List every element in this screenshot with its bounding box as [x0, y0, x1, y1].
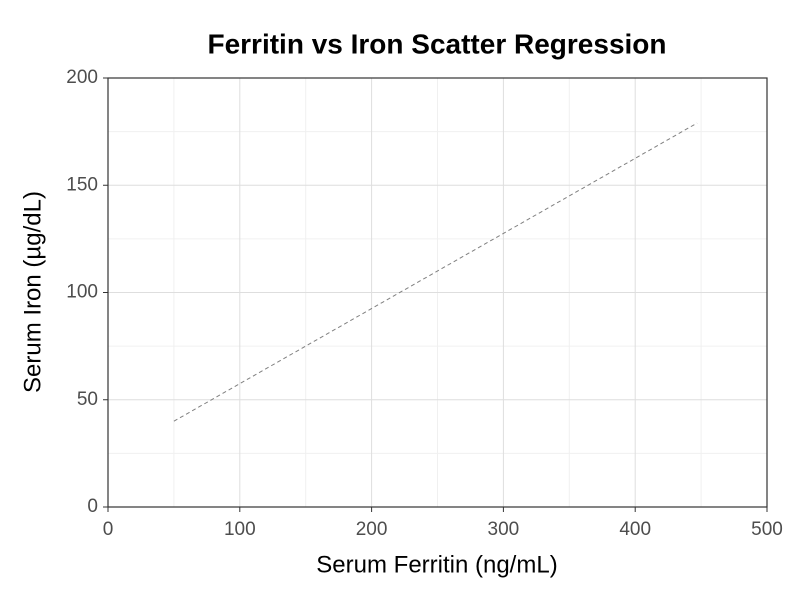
y-tick-label: 150 — [66, 174, 98, 195]
y-axis-label: Serum Iron (µg/dL) — [19, 191, 46, 393]
x-tick-label: 500 — [751, 519, 783, 540]
chart-title: Ferritin vs Iron Scatter Regression — [207, 28, 666, 59]
panel-border — [107, 77, 768, 508]
x-axis-label: Serum Ferritin (ng/mL) — [316, 551, 557, 578]
x-tick-label: 100 — [224, 519, 256, 540]
x-tick-label: 300 — [488, 519, 520, 540]
x-tick-label: 0 — [103, 519, 114, 540]
y-tick-label: 0 — [87, 496, 98, 517]
y-tick-label: 200 — [66, 67, 98, 88]
y-tick-label: 100 — [66, 282, 98, 303]
y-tick-label: 50 — [77, 389, 98, 410]
x-tick-label: 400 — [619, 519, 651, 540]
x-tick-label: 200 — [356, 519, 388, 540]
regression-line — [173, 122, 698, 422]
